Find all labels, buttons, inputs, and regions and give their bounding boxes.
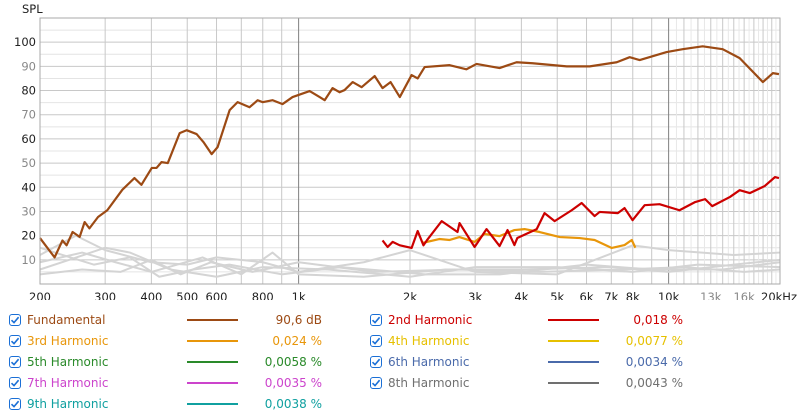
y-tick-label: 100 <box>14 35 36 49</box>
legend-label: 7th Harmonic <box>27 376 109 390</box>
legend-label: 2nd Harmonic <box>388 313 473 327</box>
x-tick-label: 16k <box>733 290 755 300</box>
check-icon <box>10 358 20 366</box>
check-icon <box>10 316 20 324</box>
legend-value: 0,0034 % <box>625 355 683 369</box>
y-axis-label: SPL <box>22 2 43 16</box>
noise-trace <box>39 258 781 276</box>
legend-label: 5th Harmonic <box>27 355 109 369</box>
series-checkbox[interactable] <box>9 314 21 326</box>
legend-value: 0,0038 % <box>264 397 322 411</box>
legend-swatch <box>187 319 238 321</box>
legend-item: 6th Harmonic 0,0034 % <box>370 352 683 372</box>
legend-value: 0,0058 % <box>264 355 322 369</box>
series-checkbox[interactable] <box>9 398 21 410</box>
series-checkbox[interactable] <box>370 356 382 368</box>
legend-value: 0,0043 % <box>625 376 683 390</box>
legend-swatch <box>187 382 238 384</box>
series-checkbox[interactable] <box>9 377 21 389</box>
legend-value: 0,0035 % <box>264 376 322 390</box>
legend-swatch <box>548 319 599 321</box>
y-tick-label: 80 <box>21 84 36 98</box>
check-icon <box>371 379 381 387</box>
legend-item: 5th Harmonic 0,0058 % <box>9 352 322 372</box>
series-checkbox[interactable] <box>370 377 382 389</box>
legend-item: 7th Harmonic 0,0035 % <box>9 373 322 393</box>
y-tick-label: 50 <box>21 156 36 170</box>
x-tick-label: 5k <box>550 290 564 300</box>
x-tick-label: 800 <box>252 290 274 300</box>
x-tick-label: 1k <box>292 290 306 300</box>
legend-item: 3rd Harmonic 0,024 % <box>9 331 322 351</box>
legend-swatch <box>548 340 599 342</box>
x-tick-label: 13k <box>700 290 722 300</box>
check-icon <box>10 379 20 387</box>
plot-area <box>39 17 781 285</box>
legend-swatch <box>187 403 238 405</box>
x-tick-label: 3k <box>468 290 482 300</box>
legend-label: 9th Harmonic <box>27 397 109 411</box>
series-fundamental <box>39 45 780 259</box>
y-tick-label: 30 <box>21 204 36 218</box>
legend-label: 6th Harmonic <box>388 355 470 369</box>
spl-chart[interactable]: SPL 100 90 80 70 60 50 40 30 20 10 200 300 400 500 600… <box>0 0 800 300</box>
legend-item: Fundamental 90,6 dB <box>9 310 322 330</box>
series-checkbox[interactable] <box>9 356 21 368</box>
check-icon <box>10 337 20 345</box>
x-tick-label: 10k <box>658 290 680 300</box>
legend-label: 8th Harmonic <box>388 376 470 390</box>
legend-label: 3rd Harmonic <box>27 334 109 348</box>
series-3rd-harmonic <box>421 228 637 250</box>
series-checkbox[interactable] <box>370 314 382 326</box>
legend-swatch <box>548 382 599 384</box>
x-tick-label: 2k <box>403 290 417 300</box>
noise-trace <box>39 246 781 278</box>
legend-value: 90,6 dB <box>275 313 322 327</box>
x-tick-label: 20kHz <box>761 290 797 300</box>
x-tick-label: 400 <box>140 290 162 300</box>
noise-trace <box>39 246 781 278</box>
check-icon <box>371 316 381 324</box>
legend-value: 0,024 % <box>272 334 322 348</box>
legend-item: 4th Harmonic 0,0077 % <box>370 331 683 351</box>
x-tick-label: 7k <box>604 290 618 300</box>
x-tick-label: 600 <box>206 290 228 300</box>
y-tick-label: 90 <box>21 59 36 73</box>
x-tick-label: 500 <box>176 290 198 300</box>
y-tick-label: 10 <box>21 253 36 267</box>
y-tick-label: 60 <box>21 132 36 146</box>
series-2nd-harmonic <box>381 176 780 250</box>
x-tick-label: 8k <box>626 290 640 300</box>
x-tick-label: 200 <box>29 290 51 300</box>
x-tick-label: 300 <box>94 290 116 300</box>
check-icon <box>371 337 381 345</box>
legend-swatch <box>187 340 238 342</box>
legend-item: 2nd Harmonic 0,018 % <box>370 310 683 330</box>
series-checkbox[interactable] <box>9 335 21 347</box>
y-tick-label: 40 <box>21 180 36 194</box>
legend-label: 4th Harmonic <box>388 334 470 348</box>
y-tick-label: 70 <box>21 108 36 122</box>
legend-value: 0,018 % <box>633 313 683 327</box>
y-tick-label: 20 <box>21 229 36 243</box>
legend-value: 0,0077 % <box>625 334 683 348</box>
x-tick-label: 4k <box>514 290 528 300</box>
legend-label: Fundamental <box>27 313 106 327</box>
x-tick-label: 6k <box>580 290 594 300</box>
legend-item: 8th Harmonic 0,0043 % <box>370 373 683 393</box>
legend-item: 9th Harmonic 0,0038 % <box>9 394 322 414</box>
series-checkbox[interactable] <box>370 335 382 347</box>
check-icon <box>10 400 20 408</box>
legend-swatch <box>187 361 238 363</box>
legend-swatch <box>548 361 599 363</box>
check-icon <box>371 358 381 366</box>
